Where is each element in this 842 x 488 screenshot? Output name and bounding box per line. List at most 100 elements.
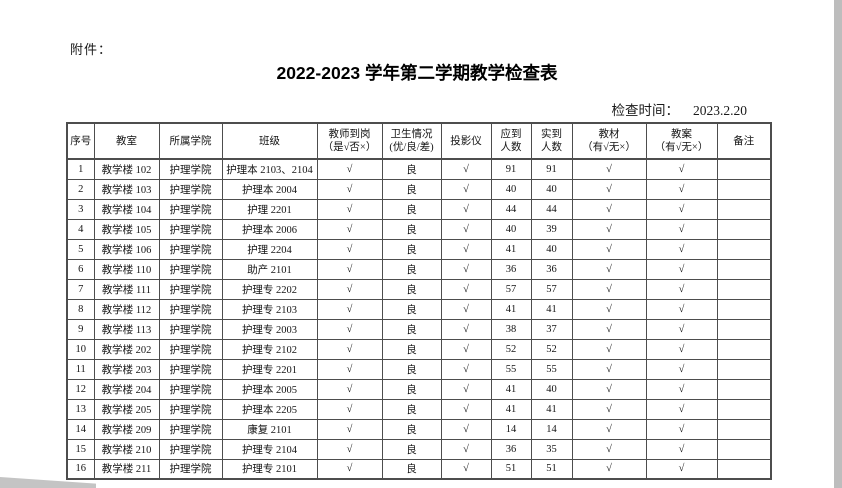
cell-teacher-present: √	[316, 258, 383, 280]
table-row: 4 教学楼 105 护理学院 护理本 2006 √ 良 √ 40 39 √ √	[66, 218, 772, 240]
cell-hygiene: 良	[381, 358, 442, 380]
cell-hygiene: 良	[381, 378, 442, 400]
cell-hygiene: 良	[381, 298, 442, 320]
cell-actual-count: 52	[530, 338, 573, 360]
cell-expected-count: 41	[490, 238, 532, 260]
cell-index: 7	[66, 278, 95, 300]
cell-hygiene: 良	[381, 238, 442, 260]
cell-classroom: 教学楼 104	[93, 198, 160, 220]
inspection-time-label: 检查时间：	[611, 103, 680, 118]
cell-classroom: 教学楼 113	[93, 318, 160, 340]
cell-remarks	[716, 178, 772, 200]
cell-expected-count: 44	[490, 198, 532, 220]
table-row: 11 教学楼 203 护理学院 护理专 2201 √ 良 √ 55 55 √ √	[66, 358, 772, 380]
cell-lesson-plan: √	[645, 158, 718, 180]
header-row: 序号 教室 所属学院 班级 教师到岗 （是√否×） 卫生情况 (优/良/差) 投…	[66, 122, 772, 160]
cell-remarks	[716, 218, 772, 240]
cell-expected-count: 40	[490, 178, 532, 200]
table-row: 14 教学楼 209 护理学院 康复 2101 √ 良 √ 14 14 √ √	[66, 418, 772, 440]
col-header-lesson-plan: 教案 （有√无×）	[645, 122, 718, 160]
cell-teacher-present: √	[316, 298, 383, 320]
cell-classroom: 教学楼 205	[93, 398, 160, 420]
cell-college: 护理学院	[158, 338, 223, 360]
cell-teacher-present: √	[316, 178, 383, 200]
cell-textbook: √	[571, 198, 647, 220]
cell-expected-count: 52	[490, 338, 532, 360]
cell-teacher-present: √	[316, 318, 383, 340]
cell-actual-count: 41	[530, 398, 573, 420]
cell-remarks	[716, 238, 772, 260]
cell-index: 5	[66, 238, 95, 260]
cell-teacher-present: √	[316, 378, 383, 400]
cell-class: 护理本 2006	[221, 218, 318, 240]
cell-class: 护理 2204	[221, 238, 318, 260]
cell-actual-count: 51	[530, 458, 573, 480]
cell-college: 护理学院	[158, 238, 223, 260]
cell-projector: √	[440, 178, 492, 200]
cell-lesson-plan: √	[645, 218, 718, 240]
cell-hygiene: 良	[381, 198, 442, 220]
cell-actual-count: 40	[530, 238, 573, 260]
cell-classroom: 教学楼 106	[93, 238, 160, 260]
cell-hygiene: 良	[381, 418, 442, 440]
table-row: 8 教学楼 112 护理学院 护理专 2103 √ 良 √ 41 41 √ √	[66, 298, 772, 320]
cell-projector: √	[440, 238, 492, 260]
cell-college: 护理学院	[158, 378, 223, 400]
inspection-time: 检查时间： 2023.2.20	[612, 99, 748, 119]
cell-hygiene: 良	[381, 158, 442, 180]
cell-projector: √	[440, 358, 492, 380]
cell-class: 护理专 2102	[221, 338, 318, 360]
cell-class: 护理本 2205	[221, 398, 318, 420]
cell-index: 6	[66, 258, 95, 280]
cell-lesson-plan: √	[645, 298, 718, 320]
cell-teacher-present: √	[316, 158, 383, 180]
cell-hygiene: 良	[381, 178, 442, 200]
cell-college: 护理学院	[158, 438, 223, 460]
cell-index: 14	[66, 418, 95, 440]
cell-lesson-plan: √	[645, 198, 718, 220]
cell-lesson-plan: √	[645, 378, 718, 400]
cell-textbook: √	[571, 218, 647, 240]
cell-remarks	[716, 378, 772, 400]
cell-hygiene: 良	[381, 338, 442, 360]
cell-expected-count: 41	[490, 398, 532, 420]
cell-textbook: √	[571, 318, 647, 340]
table-row: 9 教学楼 113 护理学院 护理专 2003 √ 良 √ 38 37 √ √	[66, 318, 772, 340]
cell-college: 护理学院	[158, 358, 223, 380]
cell-college: 护理学院	[158, 298, 223, 320]
cell-index: 10	[66, 338, 95, 360]
cell-actual-count: 39	[530, 218, 573, 240]
cell-teacher-present: √	[316, 438, 383, 460]
cell-actual-count: 91	[530, 158, 573, 180]
cell-lesson-plan: √	[645, 178, 718, 200]
inspection-time-value: 2023.2.20	[693, 103, 747, 118]
cell-remarks	[716, 258, 772, 280]
cell-classroom: 教学楼 102	[93, 158, 160, 180]
cell-college: 护理学院	[158, 418, 223, 440]
cell-teacher-present: √	[316, 398, 383, 420]
cell-lesson-plan: √	[645, 238, 718, 260]
table-header: 序号 教室 所属学院 班级 教师到岗 （是√否×） 卫生情况 (优/良/差) 投…	[66, 122, 772, 160]
cell-actual-count: 37	[530, 318, 573, 340]
col-header-college: 所属学院	[158, 122, 223, 160]
cell-textbook: √	[571, 258, 647, 280]
table-row: 6 教学楼 110 护理学院 助产 2101 √ 良 √ 36 36 √ √	[66, 258, 772, 280]
cell-class: 护理专 2202	[221, 278, 318, 300]
col-header-actual-count: 实到 人数	[530, 122, 573, 160]
cell-index: 13	[66, 398, 95, 420]
col-header-class: 班级	[221, 122, 318, 160]
cell-remarks	[716, 158, 772, 180]
cell-classroom: 教学楼 209	[93, 418, 160, 440]
attachment-label: 附件：	[70, 42, 113, 57]
col-header-remarks: 备注	[716, 122, 772, 160]
table-row: 2 教学楼 103 护理学院 护理本 2004 √ 良 √ 40 40 √ √	[66, 178, 772, 200]
cell-expected-count: 38	[490, 318, 532, 340]
cell-class: 护理本 2004	[221, 178, 318, 200]
cell-remarks	[716, 438, 772, 460]
cell-lesson-plan: √	[645, 418, 718, 440]
cell-class: 护理 2201	[221, 198, 318, 220]
cell-lesson-plan: √	[645, 318, 718, 340]
cell-hygiene: 良	[381, 278, 442, 300]
cell-class: 康复 2101	[221, 418, 318, 440]
